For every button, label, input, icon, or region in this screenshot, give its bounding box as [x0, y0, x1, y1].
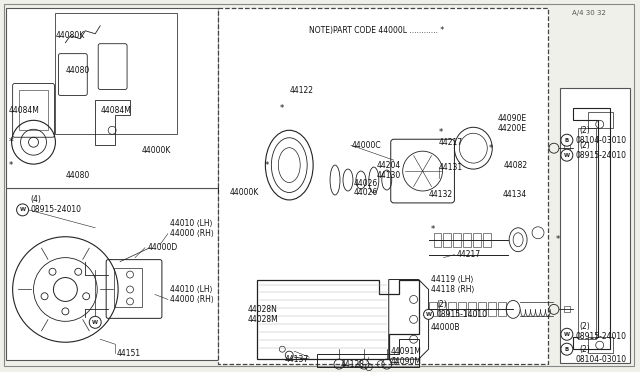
Text: 44026: 44026 [354, 189, 378, 198]
Circle shape [561, 343, 573, 355]
Text: 44082: 44082 [503, 161, 527, 170]
Bar [56, 13, 177, 134]
Text: W: W [564, 153, 570, 158]
Bar [433, 233, 442, 247]
Bar [564, 307, 570, 312]
Text: 44010 ⟨LH⟩: 44010 ⟨LH⟩ [170, 219, 212, 228]
Text: 08915-14010: 08915-14010 [436, 310, 488, 319]
Text: 44000C: 44000C [352, 141, 381, 150]
Text: 44204: 44204 [377, 161, 401, 170]
Circle shape [561, 149, 573, 161]
Text: *: * [438, 128, 443, 137]
Text: (2): (2) [580, 345, 591, 354]
Text: *: * [8, 137, 13, 147]
Text: *: * [9, 161, 13, 170]
Circle shape [424, 310, 433, 319]
Text: 44119 ⟨LH⟩: 44119 ⟨LH⟩ [431, 275, 473, 284]
Circle shape [89, 316, 101, 328]
Bar [463, 233, 471, 247]
Text: 44000K: 44000K [230, 189, 259, 198]
Text: (2): (2) [436, 300, 447, 309]
Bar [218, 8, 548, 364]
Polygon shape [578, 128, 596, 339]
Text: 44131: 44131 [438, 163, 463, 171]
Text: B: B [564, 347, 569, 352]
Text: *: * [488, 144, 493, 153]
Bar [468, 302, 476, 316]
Bar [449, 302, 456, 316]
Text: 44080: 44080 [65, 66, 90, 75]
Bar [488, 302, 496, 316]
Text: 44090M: 44090M [391, 357, 422, 366]
Bar [483, 233, 492, 247]
Text: 44010 ⟨LH⟩: 44010 ⟨LH⟩ [170, 285, 212, 294]
Text: 44028M: 44028M [248, 315, 278, 324]
Text: 08915-24010: 08915-24010 [576, 151, 627, 160]
Circle shape [17, 204, 29, 216]
Text: 44026: 44026 [354, 179, 378, 187]
Text: W: W [92, 320, 99, 325]
Bar [6, 188, 218, 360]
Text: *: * [431, 225, 435, 234]
Text: B: B [564, 138, 569, 143]
FancyBboxPatch shape [4, 4, 634, 366]
Text: *: * [556, 235, 560, 244]
Text: 44128: 44128 [341, 360, 365, 369]
Text: 44217: 44217 [456, 250, 481, 259]
Text: 44217: 44217 [438, 138, 463, 147]
Text: 44090E: 44090E [497, 114, 526, 123]
Text: (2): (2) [580, 322, 591, 331]
Text: 44084M: 44084M [9, 106, 40, 115]
Bar [474, 233, 481, 247]
Bar [458, 302, 467, 316]
Bar [19, 90, 49, 130]
Text: 44028N: 44028N [248, 305, 277, 314]
Bar [498, 302, 506, 316]
Text: 44000B: 44000B [431, 323, 460, 332]
Bar [114, 267, 142, 307]
Text: 44000K: 44000K [142, 146, 172, 155]
Text: W: W [564, 332, 570, 337]
Bar [588, 112, 612, 128]
Text: 08915-24010: 08915-24010 [31, 205, 81, 214]
Text: W: W [426, 312, 431, 317]
Text: 44080K: 44080K [56, 31, 84, 40]
Text: 08915-24010: 08915-24010 [576, 332, 627, 341]
Text: *: * [264, 161, 269, 170]
Bar [444, 233, 451, 247]
Text: 44000D: 44000D [148, 243, 178, 252]
Text: 44084M: 44084M [100, 106, 131, 115]
Text: 44080: 44080 [65, 170, 90, 180]
Text: 08104-03010: 08104-03010 [576, 136, 627, 145]
Text: 44000 ⟨RH⟩: 44000 ⟨RH⟩ [170, 295, 214, 304]
Bar [560, 89, 630, 363]
Text: W: W [20, 207, 26, 212]
Text: 44000 ⟨RH⟩: 44000 ⟨RH⟩ [170, 229, 214, 238]
Text: 08104-03010: 08104-03010 [576, 355, 627, 364]
Text: 44130: 44130 [377, 170, 401, 180]
Text: 44134: 44134 [502, 190, 527, 199]
Bar [429, 302, 436, 316]
Text: 44091M: 44091M [391, 347, 422, 356]
Text: 44122: 44122 [289, 86, 313, 95]
Text: *: * [279, 104, 284, 113]
Text: (2): (2) [580, 141, 591, 150]
Bar [438, 302, 447, 316]
Text: 44151: 44151 [117, 349, 141, 357]
Text: 44132: 44132 [429, 190, 452, 199]
Text: 44200E: 44200E [497, 124, 526, 133]
Bar [6, 8, 218, 188]
Bar [453, 233, 461, 247]
Text: (4): (4) [31, 195, 42, 205]
Text: 44118 ⟨RH⟩: 44118 ⟨RH⟩ [431, 285, 474, 294]
Bar [564, 145, 570, 151]
Bar [588, 337, 612, 353]
Bar [478, 302, 486, 316]
Text: A/4 30 32: A/4 30 32 [572, 10, 605, 16]
Text: (2): (2) [580, 126, 591, 135]
Circle shape [561, 328, 573, 340]
Text: NOTE)PART CODE 44000L ............ *: NOTE)PART CODE 44000L ............ * [309, 26, 444, 35]
Text: 44137: 44137 [284, 355, 308, 364]
Circle shape [561, 134, 573, 146]
